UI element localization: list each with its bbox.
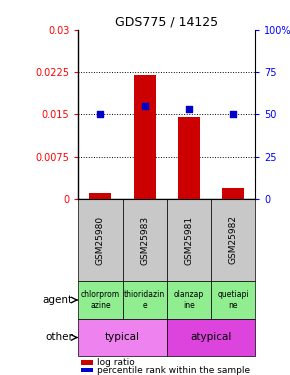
Text: quetiapi
ne: quetiapi ne bbox=[217, 290, 249, 310]
Bar bbox=[211, 281, 255, 319]
Bar bbox=[222, 188, 244, 199]
Text: agent: agent bbox=[43, 295, 73, 305]
Text: GSM25982: GSM25982 bbox=[229, 216, 238, 264]
Text: log ratio: log ratio bbox=[97, 358, 135, 367]
Text: typical: typical bbox=[105, 333, 140, 342]
Bar bbox=[211, 199, 255, 281]
Bar bbox=[78, 281, 122, 319]
Text: atypical: atypical bbox=[190, 333, 232, 342]
Title: GDS775 / 14125: GDS775 / 14125 bbox=[115, 16, 218, 29]
Bar bbox=[78, 319, 167, 356]
Text: GSM25983: GSM25983 bbox=[140, 215, 149, 265]
Bar bbox=[122, 199, 167, 281]
Text: olanzap
ine: olanzap ine bbox=[174, 290, 204, 310]
Point bbox=[98, 111, 103, 117]
Text: GSM25980: GSM25980 bbox=[96, 215, 105, 265]
Bar bbox=[78, 199, 122, 281]
Point bbox=[231, 111, 235, 117]
Bar bbox=[178, 117, 200, 199]
Bar bbox=[167, 281, 211, 319]
Text: percentile rank within the sample: percentile rank within the sample bbox=[97, 366, 250, 375]
Text: thioridazin
e: thioridazin e bbox=[124, 290, 165, 310]
Text: chlorprom
azine: chlorprom azine bbox=[81, 290, 120, 310]
Bar bbox=[89, 193, 111, 199]
Bar bbox=[134, 75, 156, 199]
Point bbox=[142, 103, 147, 109]
Text: other: other bbox=[45, 333, 73, 342]
Bar bbox=[122, 281, 167, 319]
Text: GSM25981: GSM25981 bbox=[184, 215, 193, 265]
Point bbox=[186, 106, 191, 112]
Bar bbox=[167, 199, 211, 281]
Bar bbox=[167, 319, 255, 356]
